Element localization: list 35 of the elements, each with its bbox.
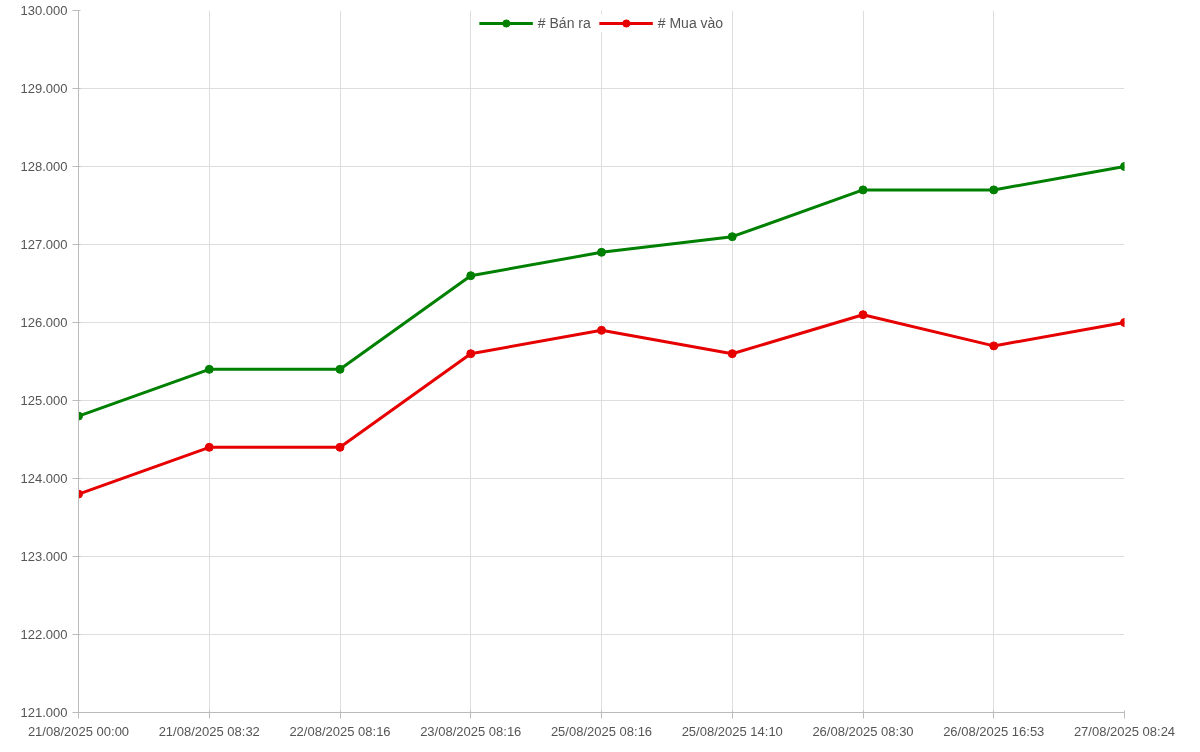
y-tick-label: 128.000 [20,159,68,174]
x-tick-label: 25/08/2025 14:10 [681,723,783,739]
y-tick-label: 121.000 [20,705,68,720]
point [727,349,737,359]
x-tick-label: 27/08/2025 08:24 [1073,723,1176,739]
point [335,364,345,374]
legend-label: # Bán ra [537,15,591,31]
x-tick-label: 22/08/2025 08:16 [289,723,391,739]
y-tick-label: 126.000 [20,315,68,330]
point [466,349,476,359]
point [466,271,476,281]
y-tick-label: 129.000 [20,81,68,96]
point [989,185,999,195]
y-tick-label: 123.000 [20,549,68,564]
legend-label: # Mua vào [657,15,724,31]
x-tick-label: 25/08/2025 08:16 [550,723,653,739]
x-tick-label: 26/08/2025 08:30 [812,723,914,739]
x-tick-label: 21/08/2025 08:32 [158,723,260,739]
y-tick-label: 130.000 [20,3,68,18]
point [597,247,606,257]
y-tick-label: 122.000 [20,627,68,642]
point [858,310,868,320]
x-tick-label: 26/08/2025 16:53 [943,723,1045,739]
x-tick-label: 21/08/2025 00:00 [27,723,130,739]
x-tick-label: 23/08/2025 08:16 [420,723,522,739]
point [597,325,606,335]
point [858,185,868,195]
y-tick-label: 127.000 [20,237,68,252]
y-tick-label: 124.000 [20,471,68,486]
point [989,341,999,351]
point [204,364,214,374]
y-tick-label: 125.000 [20,393,68,408]
point [727,232,737,242]
point [335,442,345,452]
point [204,442,214,452]
